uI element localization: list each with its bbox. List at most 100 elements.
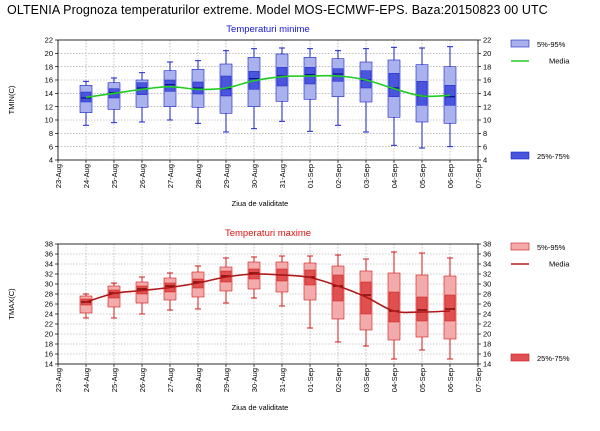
mean-line [85,273,451,314]
box-26-Aug [135,276,149,315]
y-tick-label: 4 [49,156,53,165]
y-tick-label-right: 24 [483,310,491,319]
box-25-Aug [107,282,121,319]
x-tick-label: 02-Sep [334,164,343,188]
y-tick-label: 22 [45,36,53,45]
box-inner [444,294,456,322]
x-tick-label: 05-Sep [418,368,427,392]
y-tick-label: 18 [45,340,53,349]
y-tick-label-right: 16 [483,350,491,359]
y-tick-label-right: 32 [483,270,491,279]
y-tick-label-right: 28 [483,290,491,299]
x-tick-label: 01-Sep [306,164,315,188]
box-24-Aug [79,293,93,319]
y-tick-label: 14 [45,360,53,369]
y-tick-label-right: 16 [483,76,491,85]
y-tick-label-right: 18 [483,62,491,71]
y-tick-label-right: 22 [483,36,491,45]
y-tick-label-right: 18 [483,340,491,349]
box-05-Sep [415,47,429,149]
y-axis-label: TMIN(C) [7,85,16,114]
y-tick-label: 12 [45,102,53,111]
y-tick-label: 10 [45,116,53,125]
x-tick-label: 28-Aug [194,164,203,188]
box-inner [360,281,372,315]
y-tick-label-right: 36 [483,250,491,259]
box-02-Sep [331,50,345,126]
box-25-Aug [107,77,121,124]
box-28-Aug [191,265,205,310]
x-tick-label: 03-Sep [362,368,371,392]
x-axis-label: Ziua de validitate [232,199,289,208]
x-tick-label: 01-Sep [306,368,315,392]
legend: 5%-95% Media 25%-75% [510,242,570,363]
y-tick-label-right: 20 [483,330,491,339]
box-31-Aug [275,255,289,307]
x-tick-label: 02-Sep [334,368,343,392]
page-title: OLTENIA Prognoza temperaturilor extreme.… [7,3,548,17]
y-tick-label: 24 [45,310,53,319]
y-axis-label: TMAX(C) [7,288,16,320]
y-tick-label-right: 14 [483,89,491,98]
box-01-Sep [303,48,317,132]
x-tick-label: 31-Aug [278,164,287,188]
y-tick-label: 8 [49,129,53,138]
legend-swatch-inner [510,353,530,362]
x-tick-label: 31-Aug [278,368,287,392]
y-tick-label-right: 4 [483,156,487,165]
legend-label-outer: 5%-95% [537,243,566,252]
y-tick-label-right: 6 [483,142,487,151]
y-tick-label-right: 10 [483,116,491,125]
x-tick-label: 06-Sep [446,164,455,188]
legend-label-outer: 5%-95% [537,40,566,49]
y-tick-label-right: 8 [483,129,487,138]
legend-swatch-inner [510,151,530,160]
x-tick-label: 29-Aug [222,164,231,188]
y-tick-label-right: 20 [483,49,491,58]
y-tick-label: 30 [45,280,53,289]
x-tick-label: 04-Sep [390,164,399,188]
legend-label-inner: 25%-75% [537,354,570,363]
y-tick-label: 26 [45,300,53,309]
x-tick-label: 25-Aug [110,164,119,188]
box-inner [388,73,400,97]
x-tick-label: 06-Sep [446,368,455,392]
box-03-Sep [359,48,373,133]
box-inner [164,79,176,92]
x-tick-label: 03-Sep [362,164,371,188]
chart-panel-tmin: Temperaturi minime 4 4 6 6 8 8 10 10 12 12 14 14 16 16… [7,24,570,208]
chart-title: Temperaturi maxime [225,228,311,239]
x-tick-label: 27-Aug [166,164,175,188]
box-05-Sep [415,252,429,351]
y-tick-label-right: 12 [483,102,491,111]
x-tick-label: 26-Aug [138,164,147,188]
legend-swatch-outer [510,242,530,251]
x-tick-label: 04-Sep [390,368,399,392]
box-inner [416,81,428,106]
y-tick-label-right: 22 [483,320,491,329]
x-tick-label: 25-Aug [110,368,119,392]
x-tick-label: 24-Aug [82,368,91,392]
x-tick-label: 29-Aug [222,368,231,392]
y-tick-label: 20 [45,49,53,58]
box-06-Sep [443,257,457,360]
mean-line [85,74,451,99]
box-inner [220,75,232,97]
box-inner [332,68,344,82]
y-tick-label: 34 [45,260,53,269]
y-tick-label: 16 [45,350,53,359]
x-tick-label: 30-Aug [250,164,259,188]
y-tick-label: 38 [45,240,53,249]
box-02-Sep [331,254,345,343]
x-tick-label: 24-Aug [82,164,91,188]
chart-title: Temperaturi minime [226,24,309,35]
legend-swatch-outer [510,39,530,48]
x-tick-label: 23-Aug [54,368,63,392]
legend-label-mean: Media [549,57,570,66]
y-tick-label: 28 [45,290,53,299]
box-inner [388,291,400,323]
legend: 5%-95% Media 25%-75% [510,39,570,161]
x-tick-label: 07-Sep [474,164,483,188]
